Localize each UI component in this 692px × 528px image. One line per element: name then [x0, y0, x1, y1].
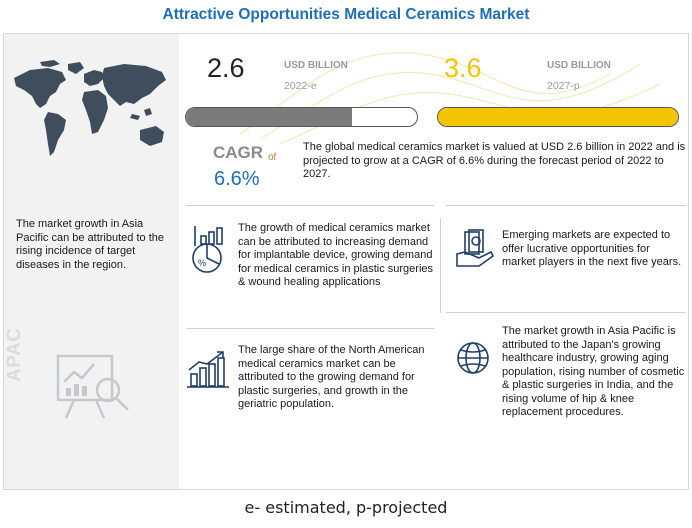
- projected-market-year: 2027-p: [547, 80, 580, 92]
- globe-icon: [455, 340, 491, 376]
- projected-market-bar-fill: [438, 108, 678, 126]
- bar-chart-arrow-icon: [187, 350, 229, 390]
- current-market-bar-fill: [186, 108, 352, 126]
- projected-market-bar: [437, 107, 679, 127]
- infographic-title: Attractive Opportunities Medical Ceramic…: [0, 6, 692, 24]
- current-market-value: 2.6: [207, 53, 245, 84]
- apac-region-label: APAC: [4, 328, 26, 382]
- world-map-icon: [10, 60, 170, 175]
- current-market-year: 2022-e: [284, 80, 317, 92]
- card-text: Emerging markets are expected to offer l…: [502, 229, 682, 270]
- current-market-unit: USD BILLION: [284, 60, 348, 71]
- market-summary: The global medical ceramics market is va…: [303, 141, 688, 182]
- footnote: e- estimated, p-projected: [0, 498, 692, 517]
- card-text: The market growth in Asia Pacific is att…: [502, 325, 688, 420]
- divider: [186, 205, 434, 206]
- cagr-of-text: of: [268, 152, 276, 163]
- projected-market-unit: USD BILLION: [547, 60, 611, 71]
- card-text: The large share of the North American me…: [238, 344, 440, 412]
- cagr-label: CAGR: [213, 143, 263, 163]
- money-hand-icon: [455, 228, 495, 268]
- divider: [440, 218, 441, 313]
- current-market-bar: [185, 107, 418, 127]
- analytics-board-icon: [52, 352, 134, 422]
- cagr-value: 6.6%: [214, 168, 260, 191]
- divider: [446, 205, 686, 206]
- svg-text:%: %: [198, 258, 206, 268]
- card-text: The growth of medical ceramics market ca…: [238, 222, 438, 290]
- divider: [186, 328, 434, 329]
- divider: [446, 312, 686, 313]
- decorative-swirls: [180, 34, 688, 144]
- asia-pacific-note: The market growth in Asia Pacific can be…: [16, 218, 171, 272]
- growth-chart-icon: %: [189, 224, 231, 282]
- projected-market-value: 3.6: [444, 53, 482, 84]
